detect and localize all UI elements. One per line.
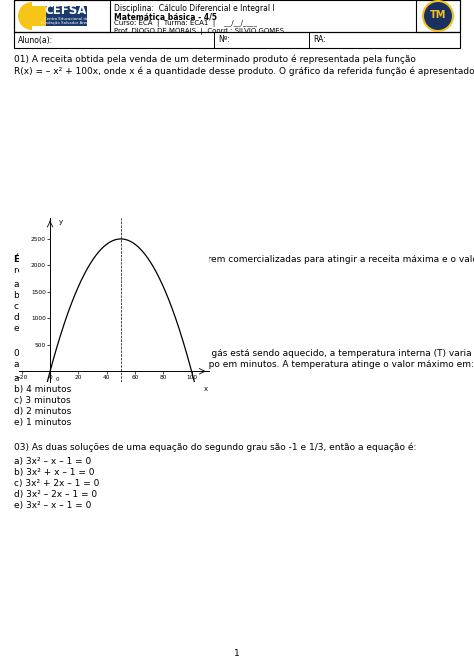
Text: e) 50 e 2.500.: e) 50 e 2.500. xyxy=(14,324,78,333)
Text: c) 3 minutos: c) 3 minutos xyxy=(14,396,71,405)
Text: Curso: ECA  |  Turma: ECA1  |    __/__/____: Curso: ECA | Turma: ECA1 | __/__/____ xyxy=(114,20,257,27)
Text: a) 50 e 2.000.: a) 50 e 2.000. xyxy=(14,280,77,289)
Circle shape xyxy=(423,1,453,31)
Text: d) 3x² – 2x – 1 = 0: d) 3x² – 2x – 1 = 0 xyxy=(14,490,97,499)
Bar xyxy=(14,0,460,32)
Text: a) 5 minutos: a) 5 minutos xyxy=(14,374,71,383)
Text: É CORRETO: É CORRETO xyxy=(14,255,72,264)
Bar xyxy=(32,6,87,26)
Text: b) 4 minutos: b) 4 minutos xyxy=(14,385,71,394)
Text: y: y xyxy=(59,219,63,225)
Text: 0: 0 xyxy=(56,377,59,382)
Text: a função T(t) = - t² + 4t + 2, sendo t o tempo em minutos. A temperatura atinge : a função T(t) = - t² + 4t + 2, sendo t o… xyxy=(14,360,474,369)
Bar xyxy=(14,32,460,48)
Text: R(x) = – x² + 100x, onde x é a quantidade desse produto. O gráfico da referida f: R(x) = – x² + 100x, onde x é a quantidad… xyxy=(14,66,474,76)
Text: Matemática básica - 4/5: Matemática básica - 4/5 xyxy=(114,12,217,21)
Text: RA:: RA: xyxy=(313,36,326,44)
Text: a) 3x² – x – 1 = 0: a) 3x² – x – 1 = 0 xyxy=(14,457,91,466)
Text: TM: TM xyxy=(430,10,446,20)
Text: CEFSA: CEFSA xyxy=(45,3,87,17)
Bar xyxy=(416,0,460,32)
Text: Aluno(a):: Aluno(a): xyxy=(18,36,53,44)
Text: e) 1 minutos: e) 1 minutos xyxy=(14,418,71,427)
Text: b) 3x² + x – 1 = 0: b) 3x² + x – 1 = 0 xyxy=(14,468,94,477)
Bar xyxy=(32,6,46,26)
Text: Disciplina:  Cálculo Diferencial e Integral I: Disciplina: Cálculo Diferencial e Integr… xyxy=(114,4,275,13)
Text: d) 100 e 2.500.: d) 100 e 2.500. xyxy=(14,313,83,322)
Text: afirmar que as quantidades a serem comercializadas para atingir a receita máxima: afirmar que as quantidades a serem comer… xyxy=(58,255,474,264)
Text: e) 3x² – x – 1 = 0: e) 3x² – x – 1 = 0 xyxy=(14,501,91,510)
Wedge shape xyxy=(18,2,32,30)
Text: c) 3x² + 2x – 1 = 0: c) 3x² + 2x – 1 = 0 xyxy=(14,479,100,488)
Text: c) 100 e 2.100.: c) 100 e 2.100. xyxy=(14,302,82,311)
Text: 02)  Durante o tempo em que um balão de gás está sendo aquecido, a temperatura i: 02) Durante o tempo em que um balão de g… xyxy=(14,349,474,358)
Text: 03) As duas soluções de uma equação do segundo grau são -1 e 1/3, então a equaçã: 03) As duas soluções de uma equação do s… xyxy=(14,443,416,452)
Text: receita são, respectivamente,: receita são, respectivamente, xyxy=(14,266,149,275)
Text: Prof. DIOGO DE MORAIS  |  Coord.: SILVIO GOMES: Prof. DIOGO DE MORAIS | Coord.: SILVIO G… xyxy=(114,28,284,35)
Text: Centro Educacional da
Fundação Salvador Arena: Centro Educacional da Fundação Salvador … xyxy=(41,17,91,25)
Text: 1: 1 xyxy=(234,649,240,658)
Text: Nº:: Nº: xyxy=(218,36,230,44)
Text: 01) A receita obtida pela venda de um determinado produto é representada pela fu: 01) A receita obtida pela venda de um de… xyxy=(14,55,416,64)
Text: b) 25 e 2.000.: b) 25 e 2.000. xyxy=(14,291,78,300)
Text: x: x xyxy=(204,386,208,392)
Bar xyxy=(14,0,110,32)
Text: d) 2 minutos: d) 2 minutos xyxy=(14,407,71,416)
